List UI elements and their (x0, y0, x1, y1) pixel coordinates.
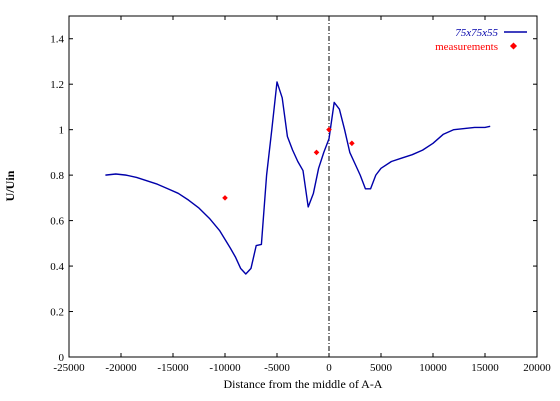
x-tick-label: 0 (326, 362, 332, 374)
x-tick-label: 5000 (370, 362, 393, 374)
legend: 75x75x55 measurements (435, 27, 527, 53)
legend-label-75x75x55: 75x75x55 (455, 27, 498, 39)
y-tick-label: 0.6 (50, 216, 64, 228)
y-tick-label: 1.4 (50, 34, 64, 46)
y-tick-label: 0.4 (50, 261, 64, 273)
measurement-point (313, 149, 320, 156)
y-tick-label: 0 (59, 352, 65, 364)
x-tick-label: -25000 (53, 362, 85, 374)
y-tick-label: 1 (59, 125, 65, 137)
y-tick-label: 1.2 (50, 79, 64, 91)
x-tick-label: -10000 (209, 362, 241, 374)
x-tick-label: 20000 (523, 362, 551, 374)
x-tick-label: 15000 (471, 362, 499, 374)
measurement-point (349, 140, 355, 147)
x-tick-label: -5000 (264, 362, 290, 374)
x-tick-label: 10000 (419, 362, 447, 374)
series-line-75x75x55 (105, 81, 491, 275)
measurement-point (222, 195, 228, 201)
plot-area-frame (68, 15, 538, 358)
markers-layer (222, 126, 355, 201)
ticks-layer: -25000 -20000 -15000 -10000 -5000 0 5000 10000 1… (50, 16, 551, 374)
legend-label-measurements: measurements (435, 41, 498, 53)
y-axis-title: U/Uin (3, 170, 17, 201)
y-tick-label: 0.2 (50, 307, 64, 319)
measurement-point (326, 126, 332, 133)
x-tick-label: -20000 (105, 362, 137, 374)
x-axis-title: Distance from the middle of A-A (224, 377, 383, 391)
y-tick-label: 0.8 (50, 170, 64, 182)
legend-swatch-marker (509, 42, 518, 50)
x-tick-label: -15000 (157, 362, 189, 374)
